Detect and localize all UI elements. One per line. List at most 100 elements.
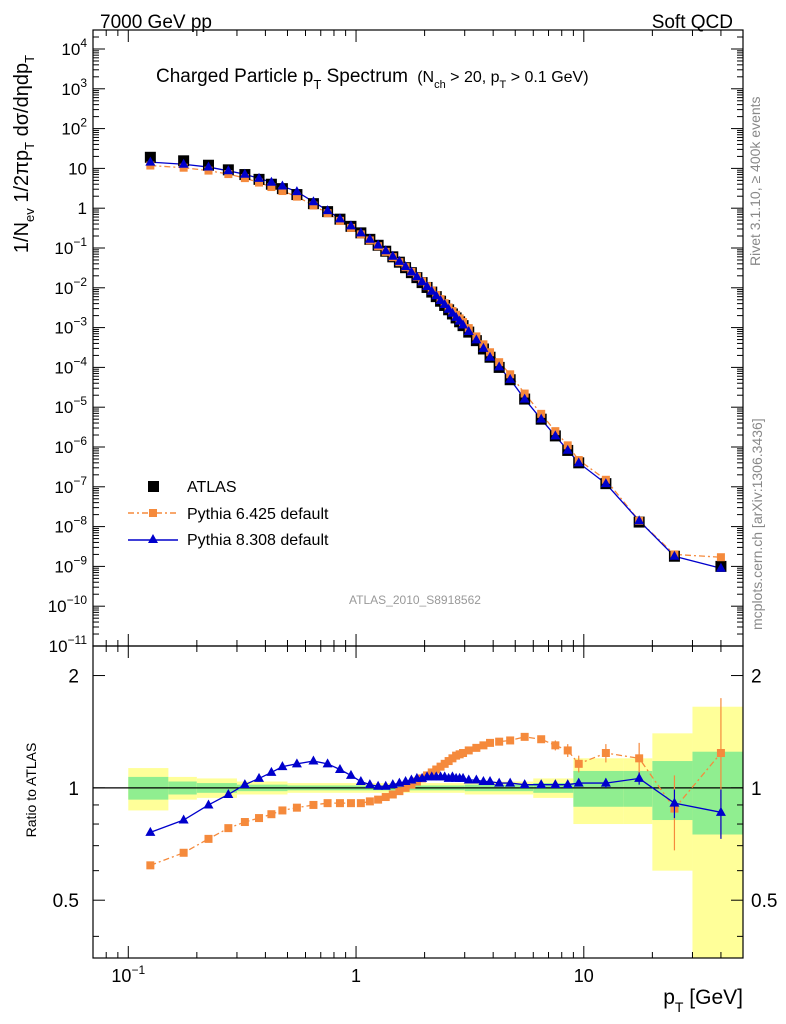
py6-ratio-point xyxy=(292,803,301,812)
py6-ratio-point xyxy=(224,824,233,833)
py8-point xyxy=(550,430,561,440)
py6-ratio-point xyxy=(506,736,515,745)
py8-point xyxy=(394,255,405,265)
py8-point xyxy=(291,186,302,196)
x-tick-label: 1 xyxy=(351,966,361,986)
header-left: 7000 GeV pp xyxy=(100,12,212,33)
py8-point xyxy=(387,250,398,260)
py8-ratio-point xyxy=(573,777,584,787)
py8-ratio-point xyxy=(355,776,366,786)
ratio-y-tick-label: 0.5 xyxy=(53,891,79,912)
py8-ratio-point xyxy=(291,758,302,768)
py8-point xyxy=(308,196,319,206)
py6-ratio-point xyxy=(204,834,213,843)
py8-point xyxy=(373,239,384,249)
y-tick-label: 10−10 xyxy=(48,593,88,616)
py6-ratio-point xyxy=(356,799,365,808)
py8-point xyxy=(478,342,489,352)
py6-point xyxy=(309,201,318,210)
axes: 10−1 1 1010−1110−1010−910−810−710−610−510−… xyxy=(48,29,777,986)
py8-point xyxy=(411,271,422,281)
py6-ratio-point xyxy=(464,746,473,755)
mcplots-label: mcplots.cern.ch [arXiv:1306.3436] xyxy=(749,418,765,630)
py6-ratio-point xyxy=(601,749,610,758)
y-tick-label: 103 xyxy=(61,76,87,99)
py8-ratio-point xyxy=(600,777,611,787)
py8-ratio-point xyxy=(463,774,474,784)
y-tick-label: 10−2 xyxy=(54,275,87,298)
svg-text:1/Nev 1/2πpT dσ/dηdpT: 1/Nev 1/2πpT dσ/dηdpT xyxy=(11,55,37,253)
py8-point xyxy=(600,478,611,488)
py6-ratio-point xyxy=(323,799,332,808)
py6-ratio-point xyxy=(635,754,644,763)
band-inner xyxy=(692,751,743,835)
ratio-plot-frame xyxy=(92,645,744,959)
y-tick-label: 10−1 xyxy=(54,235,87,258)
py8-point xyxy=(223,165,234,175)
legend-marker-py6 xyxy=(149,509,157,517)
py6-point xyxy=(240,174,249,183)
uncertainty-bands xyxy=(128,706,743,958)
py6-ratio-point xyxy=(459,749,468,758)
py6-ratio-point xyxy=(401,783,410,792)
py6-ratio-point xyxy=(365,797,374,806)
legend-label-py8: Pythia 8.308 default xyxy=(187,532,329,549)
py8-ratio-point xyxy=(494,777,505,787)
py8-point xyxy=(426,285,437,295)
py6-point xyxy=(204,166,213,175)
py8-ratio-point xyxy=(345,769,356,779)
py6-ratio-point xyxy=(388,790,397,799)
py8-ratio-point xyxy=(505,777,516,787)
py8-point xyxy=(203,161,214,171)
chart-title: Charged Particle pT Spectrum (Nch > 20, … xyxy=(156,66,589,92)
py6-ratio-point xyxy=(520,732,529,741)
py8-point xyxy=(417,276,428,286)
y-tick-label: 10−5 xyxy=(54,394,87,417)
py8-ratio-point xyxy=(373,780,384,790)
py8-point xyxy=(485,351,496,361)
y-tick-label: 10−9 xyxy=(54,553,87,576)
py6-point xyxy=(278,187,287,196)
py8-point xyxy=(380,245,391,255)
py6-point xyxy=(255,178,264,187)
py8-point xyxy=(435,294,446,304)
header-right: Soft QCD xyxy=(652,12,733,33)
y-tick-label: 10−4 xyxy=(54,354,87,377)
py8-point xyxy=(400,261,411,271)
py8-point xyxy=(406,266,417,276)
x-tick-label: 10 xyxy=(574,966,594,986)
py6-ratio-point xyxy=(309,800,318,809)
legend-label-py6: Pythia 6.425 default xyxy=(187,506,329,523)
py8-point xyxy=(439,299,450,309)
py8-ratio-point xyxy=(634,772,645,782)
legend-label-atlas: ATLAS xyxy=(187,479,237,496)
legend-marker-py8 xyxy=(148,534,158,543)
py8-point xyxy=(519,393,530,403)
ratio-y-axis-label: Ratio to ATLAS xyxy=(23,743,39,838)
y-tick-label: 10−6 xyxy=(54,434,87,457)
py8-point xyxy=(355,227,366,237)
py8-point xyxy=(505,373,516,383)
py8-ratio-point xyxy=(550,779,561,789)
py6-ratio-point xyxy=(267,810,276,819)
ratio-y-tick-label-right: 1 xyxy=(751,779,762,800)
py8-point xyxy=(634,515,645,525)
ratio-y-tick-label: 2 xyxy=(68,667,79,688)
ratio-y-tick-label-right: 2 xyxy=(751,667,762,688)
py8-point xyxy=(494,361,505,371)
rivet-label: Rivet 3.1.10, ≥ 400k events xyxy=(747,96,763,266)
py6-ratio-point xyxy=(551,741,560,750)
py6-line xyxy=(150,164,721,558)
py8-ratio-point xyxy=(277,761,288,771)
py8-point xyxy=(254,172,265,182)
y-tick-label: 1 xyxy=(78,199,87,218)
band-inner xyxy=(573,770,624,807)
py6-point xyxy=(520,389,529,398)
py8-point xyxy=(345,220,356,230)
py6-ratio-point xyxy=(432,765,441,774)
py8-ratio-point xyxy=(334,764,345,774)
py6-ratio-point xyxy=(346,799,355,808)
py6-ratio-point xyxy=(381,793,390,802)
py6-point xyxy=(267,183,276,192)
